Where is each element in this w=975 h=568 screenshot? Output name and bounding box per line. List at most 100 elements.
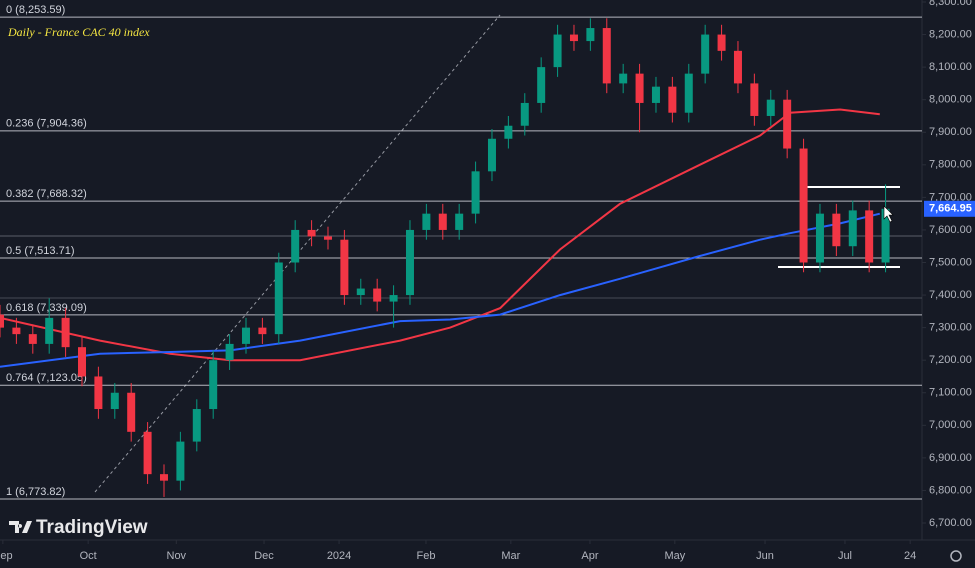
candle-body	[307, 229, 316, 237]
y-tick-label: 8,300.00	[929, 0, 972, 8]
x-tick-label: Feb	[416, 550, 435, 562]
candle-body	[701, 34, 710, 74]
fib-label: 0.5 (7,513.71)	[6, 245, 75, 257]
candle-body	[455, 213, 464, 230]
y-tick-label: 7,500.00	[929, 256, 972, 268]
fib-label: 0.618 (7,339.09)	[6, 302, 87, 314]
settings-gear[interactable]	[950, 550, 962, 562]
candle-body	[553, 34, 562, 68]
fib-levels: 0 (8,253.59) 0.236 (7,904.36) 0.382 (7,688…	[0, 4, 922, 500]
x-tick-label: Oct	[80, 550, 97, 562]
x-tick-label: Mar	[501, 550, 520, 562]
candle-body	[651, 86, 660, 103]
y-tick-label: 7,600.00	[929, 224, 972, 236]
candles	[0, 18, 890, 497]
candle-body	[356, 288, 365, 296]
candle-body	[373, 288, 382, 302]
candle-body	[0, 314, 4, 328]
candle-body	[586, 28, 595, 42]
fib-label: 0.236 (7,904.36)	[6, 118, 87, 130]
candle-body	[241, 327, 250, 344]
candle-body	[733, 50, 742, 84]
x-tick-label: Jun	[756, 550, 774, 562]
candle-body	[487, 138, 496, 172]
candle-body	[192, 409, 201, 442]
fib-label: 0 (8,253.59)	[6, 4, 65, 16]
fib-label: 0.382 (7,688.32)	[6, 188, 87, 200]
candle-body	[569, 34, 578, 42]
candle-body	[94, 376, 103, 410]
candle-body	[389, 295, 398, 302]
y-tick-label: 6,900.00	[929, 452, 972, 464]
candle-body	[717, 34, 726, 51]
y-tick-label: 6,700.00	[929, 517, 972, 529]
candle-body	[143, 431, 152, 475]
candle-body	[28, 334, 37, 344]
fib-label: 1 (6,773.82)	[6, 486, 65, 498]
fib-label: 0.764 (7,123.05)	[6, 372, 87, 384]
candle-body	[438, 213, 447, 230]
y-tick-label: 7,000.00	[929, 419, 972, 431]
last-price-box	[924, 200, 975, 217]
candle-body	[750, 83, 759, 116]
candle-body	[684, 73, 693, 113]
candle-body	[619, 73, 628, 84]
x-tick-label: May	[664, 550, 685, 562]
x-tick-label: Nov	[167, 550, 187, 562]
logo-mark	[9, 521, 32, 533]
logo-text: TradingView	[36, 517, 148, 538]
candle-body	[471, 171, 480, 214]
candle-body	[537, 67, 546, 103]
price-axis: 8,300.00 8,200.00 8,100.00 8,000.00 7,900.00…	[922, 0, 975, 529]
candle-body	[602, 28, 611, 84]
y-tick-label: 6,800.00	[929, 484, 972, 496]
y-tick-label: 7,900.00	[929, 126, 972, 138]
candle-body	[881, 208, 890, 263]
settings-icon[interactable]	[950, 550, 962, 562]
moving-average-line	[0, 108, 880, 362]
y-tick-label: 8,200.00	[929, 28, 972, 40]
x-tick-label: Jul	[838, 550, 852, 562]
x-tick-label: Sep	[0, 550, 13, 562]
candle-body	[159, 474, 168, 481]
y-tick-label: 8,000.00	[929, 94, 972, 106]
y-tick-label: 8,100.00	[929, 61, 972, 73]
price-axis-area	[922, 0, 975, 568]
candle-body	[127, 392, 136, 432]
candle-body	[422, 213, 431, 230]
candle-body	[668, 86, 677, 113]
x-tick-label: 24	[904, 550, 916, 562]
y-tick-label: 7,300.00	[929, 322, 972, 334]
chart-title: Daily - France CAC 40 index	[7, 25, 150, 39]
candle-body	[815, 213, 824, 263]
candle-body	[504, 125, 513, 139]
candle-body	[832, 213, 841, 247]
candle-body	[799, 148, 808, 263]
y-tick-label: 7,400.00	[929, 289, 972, 301]
candle-body	[405, 229, 414, 296]
candle-body	[783, 99, 792, 149]
candle-body	[77, 347, 86, 377]
y-tick-label: 7,200.00	[929, 354, 972, 366]
x-tick-label: 2024	[327, 550, 351, 562]
candle-body	[225, 343, 234, 361]
candle-body	[291, 229, 300, 263]
time-axis: Sep Oct Nov Dec 2024 Feb Mar Apr May Jun Jul 24	[0, 540, 916, 562]
candle-body	[520, 102, 529, 126]
candle-body	[45, 317, 54, 344]
candle-body	[766, 99, 775, 116]
candle-body	[848, 210, 857, 247]
moving-average-line	[0, 212, 881, 368]
candle-body	[12, 327, 21, 335]
x-tick-label: Dec	[254, 550, 274, 562]
last-price-label: 7,664.95	[929, 203, 972, 215]
candle-body	[274, 262, 283, 335]
candle-body	[258, 327, 267, 335]
candle-body	[323, 236, 332, 240]
candle-body	[110, 392, 119, 410]
cursor-arrow	[883, 205, 894, 223]
y-tick-label: 7,800.00	[929, 159, 972, 171]
candle-body	[209, 360, 218, 410]
